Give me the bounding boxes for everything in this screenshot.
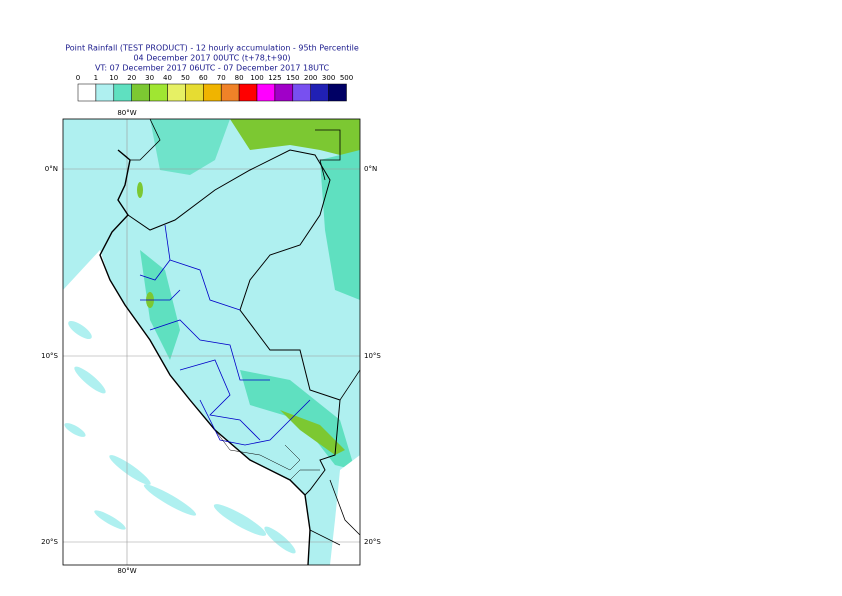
peru-border [127, 149, 341, 496]
legend: 0 1 10 20 30 40 50 60 70 80 100 125 150 200 300 500 [76, 74, 353, 102]
country-border [309, 479, 361, 546]
map-frame [62, 118, 361, 566]
rain-patch [150, 119, 230, 175]
legend-swatch [220, 83, 240, 102]
legend-label: 125 [268, 74, 281, 82]
map [62, 118, 361, 566]
legend-label: 40 [163, 74, 172, 82]
legend-label: 150 [286, 74, 299, 82]
lon-label: 80°W [117, 567, 136, 575]
legend-swatch [274, 83, 294, 102]
coastline [99, 149, 311, 566]
legend-label: 200 [304, 74, 317, 82]
legend-swatch [95, 83, 115, 102]
graticule [63, 119, 360, 565]
legend-swatch [167, 83, 186, 102]
rain-patch [230, 119, 360, 160]
legend-swatch [238, 83, 258, 102]
legend-swatch [203, 83, 222, 102]
legend-label: 30 [145, 74, 154, 82]
title-line: Point Rainfall (TEST PRODUCT) - 12 hourl… [65, 44, 359, 53]
legend-label: 60 [199, 74, 208, 82]
lat-label: 10°S [364, 352, 381, 360]
legend-label: 10 [109, 74, 118, 82]
lat-label: 10°S [41, 352, 58, 360]
title-line: 04 December 2017 00UTC (t+78,t+90) [133, 54, 290, 63]
legend-swatch [149, 83, 168, 102]
lat-label: 20°S [41, 538, 58, 546]
rain-patch [137, 182, 143, 198]
legend-label: 300 [322, 74, 335, 82]
legend-swatch [310, 83, 329, 102]
legend-swatch [113, 83, 132, 102]
legend-label: 20 [127, 74, 136, 82]
dry-area [330, 455, 360, 565]
dry-area [63, 250, 310, 565]
lat-label: 20°S [364, 538, 381, 546]
legend-label: 50 [181, 74, 190, 82]
rain-patch [320, 150, 360, 300]
province-borders [214, 429, 320, 481]
legend-swatch [77, 83, 97, 102]
regional-borders [139, 224, 311, 446]
legend-label: 100 [250, 74, 263, 82]
ocean-streaks [64, 320, 296, 554]
legend-label: 80 [235, 74, 244, 82]
legend-swatch [256, 83, 276, 102]
legend-label: 1 [94, 74, 98, 82]
legend-label: 0 [76, 74, 80, 82]
country-border [130, 118, 361, 401]
legend-label: 500 [340, 74, 353, 82]
legend-swatch [292, 83, 311, 102]
legend-swatch [328, 83, 347, 102]
rain-patch [280, 410, 345, 455]
lat-label: 0°N [45, 165, 58, 173]
legend-swatch [131, 83, 150, 102]
legend-swatch [185, 83, 204, 102]
legend-label: 70 [217, 74, 226, 82]
rain-patch [140, 250, 180, 360]
title-line: VT: 07 December 2017 06UTC - 07 December… [95, 64, 329, 73]
lat-label: 0°N [364, 165, 377, 173]
lon-label: 80°W [117, 109, 136, 117]
